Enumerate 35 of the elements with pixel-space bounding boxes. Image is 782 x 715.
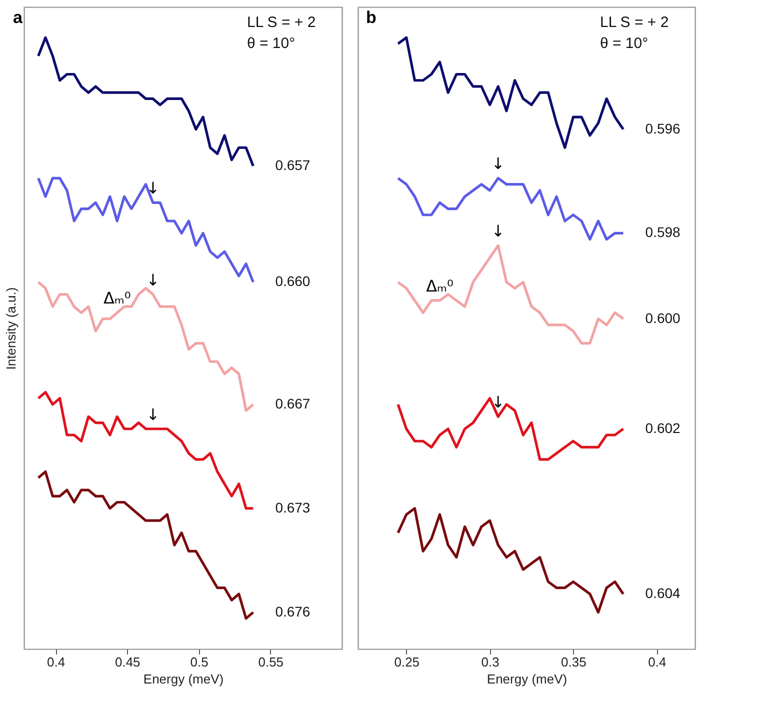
y-axis-title: Intensity (a.u.): [4, 287, 18, 370]
x-tick-label: 0.5: [190, 654, 208, 670]
annotation: ↓: [146, 178, 160, 198]
annotation: Δₘ⁰: [426, 276, 454, 296]
series-label: 0.602: [645, 420, 681, 436]
x-tick-label: 0.3: [481, 654, 500, 670]
annotation: ↓: [491, 392, 505, 412]
annotation: ↓: [491, 154, 505, 174]
series-label: 0.598: [645, 224, 681, 240]
series-label: 0.676: [275, 603, 310, 620]
series-label: 0.660: [275, 273, 310, 290]
annotation: ↓: [146, 270, 160, 290]
annotation: θ = 10°: [247, 35, 296, 52]
annotation: θ = 10°: [600, 35, 648, 52]
series-label: 0.673: [275, 499, 310, 516]
series-label: 0.667: [275, 395, 310, 412]
x-axis-title: Energy (meV): [486, 672, 568, 686]
x-tick-label: 0.25: [394, 654, 420, 670]
annotation: Δₘ⁰: [103, 288, 131, 308]
series-label: 0.596: [645, 120, 681, 136]
x-tick-label: 0.4: [46, 654, 66, 670]
chart-title: b: [366, 8, 376, 27]
x-tick-label: 0.45: [114, 654, 140, 670]
x-tick-label: 0.4: [648, 654, 666, 670]
text: LL S = + 2: [247, 14, 316, 31]
series-label: 0.600: [645, 310, 681, 326]
x-axis-title: Energy (meV): [143, 672, 224, 686]
text: LL S = + 2: [600, 14, 669, 31]
annotation: ↓: [491, 221, 505, 240]
chart-title: a: [13, 8, 23, 27]
annotation: ↓: [146, 404, 160, 424]
series-label: 0.657: [275, 156, 310, 173]
series-label: 0.604: [645, 584, 681, 601]
x-tick-label: 0.35: [561, 654, 586, 670]
x-tick-label: 0.55: [258, 654, 284, 670]
